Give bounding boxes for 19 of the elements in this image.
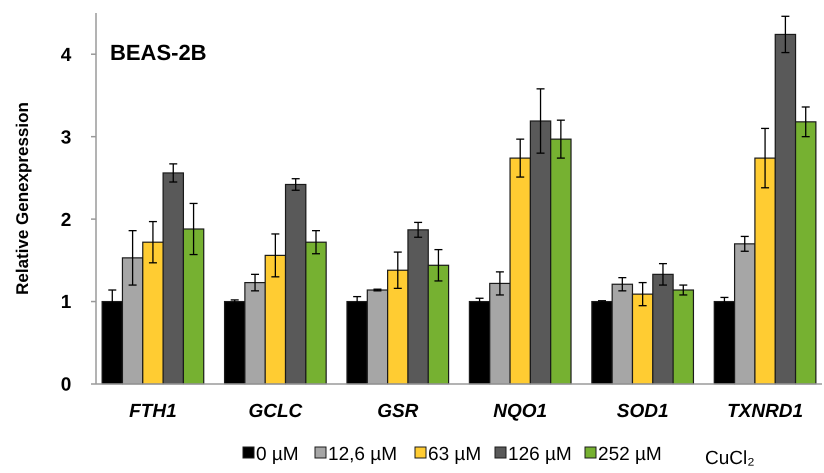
y-axis-title: Relative Genexpression: [13, 102, 32, 295]
legend-label: 0 µM: [256, 444, 299, 465]
y-tick-label: 4: [60, 44, 72, 66]
y-tick-label: 3: [60, 127, 72, 148]
text: BEAS-2B: [110, 40, 207, 65]
legend-title: CuCl₂: [705, 448, 755, 469]
legend-label: 12,6 µM: [328, 444, 398, 465]
x-tick-label: GSR: [377, 401, 419, 422]
x-tick-label: NQO1: [493, 401, 548, 422]
y-tick-label: 0: [60, 374, 72, 396]
x-tick-label: GCLC: [248, 401, 303, 422]
legend-label: 126 µM: [508, 444, 572, 465]
y-tick-label: 1: [60, 292, 72, 314]
legend-label: 63 µM: [428, 444, 482, 465]
x-tick-label: TXNRD1: [727, 401, 804, 422]
x-tick-label: FTH1: [129, 401, 177, 422]
y-tick-label: 2: [60, 210, 72, 231]
x-tick-label: SOD1: [616, 401, 669, 422]
legend-label: 252 µM: [598, 444, 662, 465]
